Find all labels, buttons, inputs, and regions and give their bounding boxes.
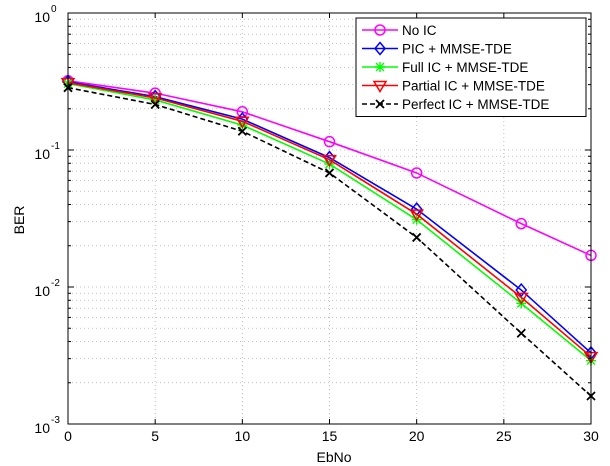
- legend-label: Partial IC + MMSE-TDE: [402, 79, 545, 94]
- series-group: [60, 74, 599, 401]
- data-point: [323, 135, 336, 148]
- x-tick-label: 20: [409, 428, 425, 444]
- legend-label: Perfect IC + MMSE-TDE: [402, 97, 549, 112]
- data-point: [409, 209, 424, 222]
- data-point: [324, 168, 335, 178]
- x-axis-label: EbNo: [316, 449, 351, 465]
- legend-marker: [375, 62, 385, 72]
- series-line: [67, 80, 592, 257]
- series-1: [62, 75, 597, 262]
- series-4: [60, 77, 599, 365]
- y-tick-label: 10 -1: [34, 141, 60, 162]
- y-tick-label: 10 0: [34, 4, 57, 25]
- legend-entry: Perfect IC + MMSE-TDE: [362, 97, 549, 112]
- legend-entry: Partial IC + MMSE-TDE: [362, 79, 545, 94]
- data-point: [513, 292, 529, 305]
- y-axis-label: BER: [11, 206, 27, 235]
- data-point: [412, 232, 422, 243]
- data-point: [235, 116, 250, 129]
- data-point: [237, 120, 248, 131]
- x-tick-label: 0: [64, 428, 72, 444]
- series-5: [63, 83, 596, 401]
- data-point: [147, 93, 163, 106]
- y-tick-label: 10 -3: [34, 415, 60, 436]
- data-point: [516, 328, 526, 338]
- y-tick-exponent: -3: [51, 415, 60, 426]
- y-tick-label: 10 -2: [34, 278, 60, 299]
- legend-label: No IC: [402, 23, 437, 38]
- data-point: [515, 217, 528, 230]
- legend-entry: PIC + MMSE-TDE: [362, 41, 512, 57]
- data-point: [324, 159, 335, 170]
- legend-entry: Full IC + MMSE-TDE: [362, 60, 528, 75]
- series-line: [67, 81, 592, 358]
- x-tick-labels: 0 5 10 15 20 25 30: [64, 428, 599, 444]
- data-point: [237, 126, 247, 136]
- legend-marker: [374, 41, 386, 56]
- y-tick-base: 10: [34, 146, 50, 162]
- tick-marks: [67, 12, 592, 425]
- legend-marker: [372, 80, 388, 93]
- data-point: [322, 154, 337, 168]
- data-point: [410, 167, 423, 179]
- y-tick-base: 10: [34, 283, 50, 299]
- data-point: [515, 282, 528, 298]
- legend-label: PIC + MMSE-TDE: [402, 42, 512, 57]
- x-tick-label: 5: [151, 428, 159, 444]
- legend-entry: No IC: [362, 23, 437, 38]
- legend: No IC PIC + MMSE-TDE Full IC + MMSE-TDE Par…: [355, 17, 587, 117]
- legend-marker: [374, 24, 386, 36]
- legend-marker: [375, 99, 385, 109]
- y-tick-base: 10: [34, 9, 50, 25]
- y-tick-exponent: 0: [51, 4, 57, 15]
- x-tick-label: 25: [496, 428, 512, 444]
- y-tick-exponent: -2: [51, 278, 60, 289]
- x-tick-label: 10: [235, 428, 251, 444]
- y-tick-base: 10: [34, 420, 50, 436]
- data-point: [150, 99, 160, 110]
- legend-label: Full IC + MMSE-TDE: [402, 60, 528, 75]
- y-tick-exponent: -1: [51, 141, 60, 152]
- x-tick-label: 30: [583, 428, 599, 444]
- data-point: [150, 94, 161, 105]
- x-tick-label: 15: [322, 428, 338, 444]
